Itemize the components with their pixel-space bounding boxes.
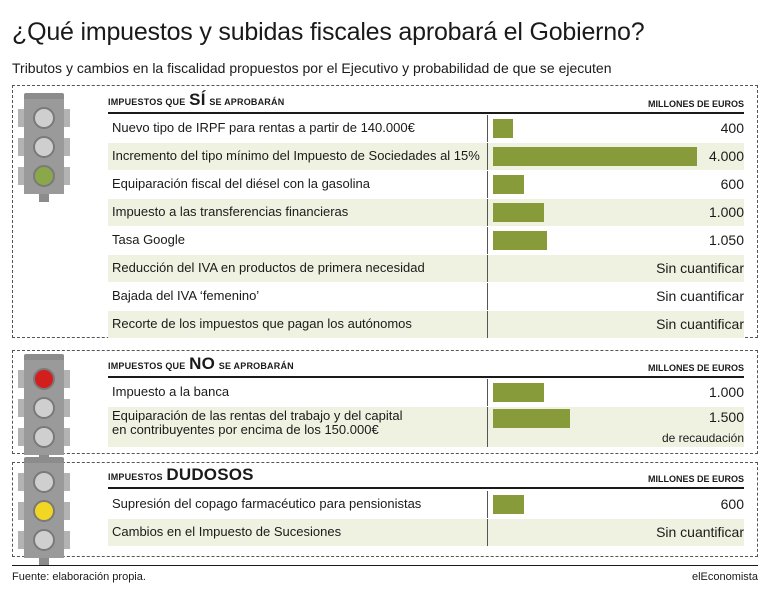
row-label: Bajada del IVA ‘femenino’ bbox=[112, 288, 260, 303]
section-header-rejected: IMPUESTOS QUE NO SE APROBARÁN MILLONES D… bbox=[108, 354, 744, 378]
page-subtitle: Tributos y cambios en la fiscalidad prop… bbox=[12, 60, 612, 76]
row-label-line: Equiparación de las rentas del trabajo y… bbox=[112, 408, 403, 423]
data-label: 1.050 bbox=[708, 232, 744, 248]
row-label: Impuesto a la banca bbox=[112, 384, 230, 399]
header-prefix: IMPUESTOS bbox=[108, 472, 163, 482]
table-row: Impuesto a la banca 1.000 bbox=[108, 379, 744, 406]
bar bbox=[493, 203, 544, 222]
table-row: Impuesto a las transferencias financiera… bbox=[108, 199, 744, 226]
section-rejected bbox=[12, 350, 758, 454]
unit-label: MILLONES DE EUROS bbox=[647, 363, 744, 373]
brand-logo: elEconomista bbox=[691, 571, 758, 583]
section-header-doubtful: IMPUESTOS DUDOSOS MILLONES DE EUROS bbox=[108, 465, 744, 489]
table-row: Bajada del IVA ‘femenino’ Sin cuantificar bbox=[108, 283, 744, 310]
section-header-approved: IMPUESTOS QUE SÍ SE APROBARÁN MILLONES D… bbox=[108, 90, 744, 114]
data-label: 1.500 bbox=[708, 409, 744, 425]
header-suffix: SE APROBARÁN bbox=[209, 97, 285, 107]
data-label: 600 bbox=[720, 176, 744, 192]
bar bbox=[493, 409, 570, 428]
bar bbox=[493, 383, 544, 402]
row-label: Equiparación fiscal del diésel con la ga… bbox=[112, 176, 370, 191]
unit-label: MILLONES DE EUROS bbox=[647, 99, 744, 109]
data-label: 600 bbox=[720, 496, 744, 512]
data-label: 1.000 bbox=[708, 204, 744, 220]
column-divider bbox=[487, 283, 488, 310]
data-label: 1.000 bbox=[708, 384, 744, 400]
bar bbox=[493, 175, 524, 194]
column-divider bbox=[487, 379, 488, 406]
data-label: 400 bbox=[720, 120, 744, 136]
header-emphasis: SÍ bbox=[189, 90, 206, 109]
table-row: Equiparación de las rentas del trabajo y… bbox=[108, 407, 744, 447]
row-label: Reducción del IVA en productos de primer… bbox=[112, 260, 425, 275]
traffic-light-green-icon bbox=[18, 93, 70, 202]
header-emphasis: NO bbox=[189, 354, 216, 373]
bar bbox=[493, 231, 547, 250]
bar bbox=[493, 119, 513, 138]
traffic-light-red-icon bbox=[18, 354, 70, 463]
row-label: Recorte de los impuestos que pagan los a… bbox=[112, 316, 412, 331]
section-doubtful bbox=[12, 462, 758, 557]
row-label: Impuesto a las transferencias financiera… bbox=[112, 204, 349, 219]
unit-label: MILLONES DE EUROS bbox=[647, 474, 744, 484]
column-divider bbox=[487, 227, 488, 254]
data-label: Sin cuantificar bbox=[656, 316, 744, 332]
data-label: 4.000 bbox=[708, 148, 744, 164]
row-label-line: en contribuyentes por encima de los 150.… bbox=[112, 422, 379, 437]
data-label: Sin cuantificar bbox=[656, 524, 744, 540]
column-divider bbox=[487, 311, 488, 338]
row-label: Cambios en el Impuesto de Sucesiones bbox=[112, 524, 342, 539]
row-label: Tasa Google bbox=[112, 232, 185, 247]
row-label: Equiparación de las rentas del trabajo y… bbox=[112, 409, 403, 437]
footer-divider bbox=[12, 565, 758, 566]
bar bbox=[493, 147, 697, 166]
data-note: de recaudación bbox=[661, 431, 744, 445]
header-emphasis: DUDOSOS bbox=[166, 465, 254, 484]
table-row: Incremento del tipo mínimo del Impuesto … bbox=[108, 143, 744, 170]
column-divider bbox=[487, 143, 488, 170]
header-prefix: IMPUESTOS QUE bbox=[108, 361, 186, 371]
bar bbox=[493, 495, 524, 514]
table-row: Tasa Google 1.050 bbox=[108, 227, 744, 254]
column-divider bbox=[487, 255, 488, 282]
column-divider bbox=[487, 519, 488, 546]
table-row: Nuevo tipo de IRPF para rentas a partir … bbox=[108, 115, 744, 142]
source-note: Fuente: elaboración propia. bbox=[12, 571, 146, 583]
header-suffix: SE APROBARÁN bbox=[218, 361, 294, 371]
column-divider bbox=[487, 491, 488, 518]
column-divider bbox=[487, 115, 488, 142]
table-row: Recorte de los impuestos que pagan los a… bbox=[108, 311, 744, 338]
table-row: Equiparación fiscal del diésel con la ga… bbox=[108, 171, 744, 198]
data-label: Sin cuantificar bbox=[656, 260, 744, 276]
table-row: Reducción del IVA en productos de primer… bbox=[108, 255, 744, 282]
header-prefix: IMPUESTOS QUE bbox=[108, 97, 186, 107]
row-label: Nuevo tipo de IRPF para rentas a partir … bbox=[112, 120, 415, 135]
data-label: Sin cuantificar bbox=[656, 288, 744, 304]
page-title: ¿Qué impuestos y subidas fiscales aproba… bbox=[12, 18, 645, 46]
traffic-light-yellow-icon bbox=[18, 457, 70, 566]
row-label: Supresión del copago farmacéutico para p… bbox=[112, 496, 422, 511]
table-row: Supresión del copago farmacéutico para p… bbox=[108, 491, 744, 518]
row-label: Incremento del tipo mínimo del Impuesto … bbox=[112, 148, 480, 163]
column-divider bbox=[487, 407, 488, 447]
column-divider bbox=[487, 199, 488, 226]
table-row: Cambios en el Impuesto de Sucesiones Sin … bbox=[108, 519, 744, 546]
column-divider bbox=[487, 171, 488, 198]
